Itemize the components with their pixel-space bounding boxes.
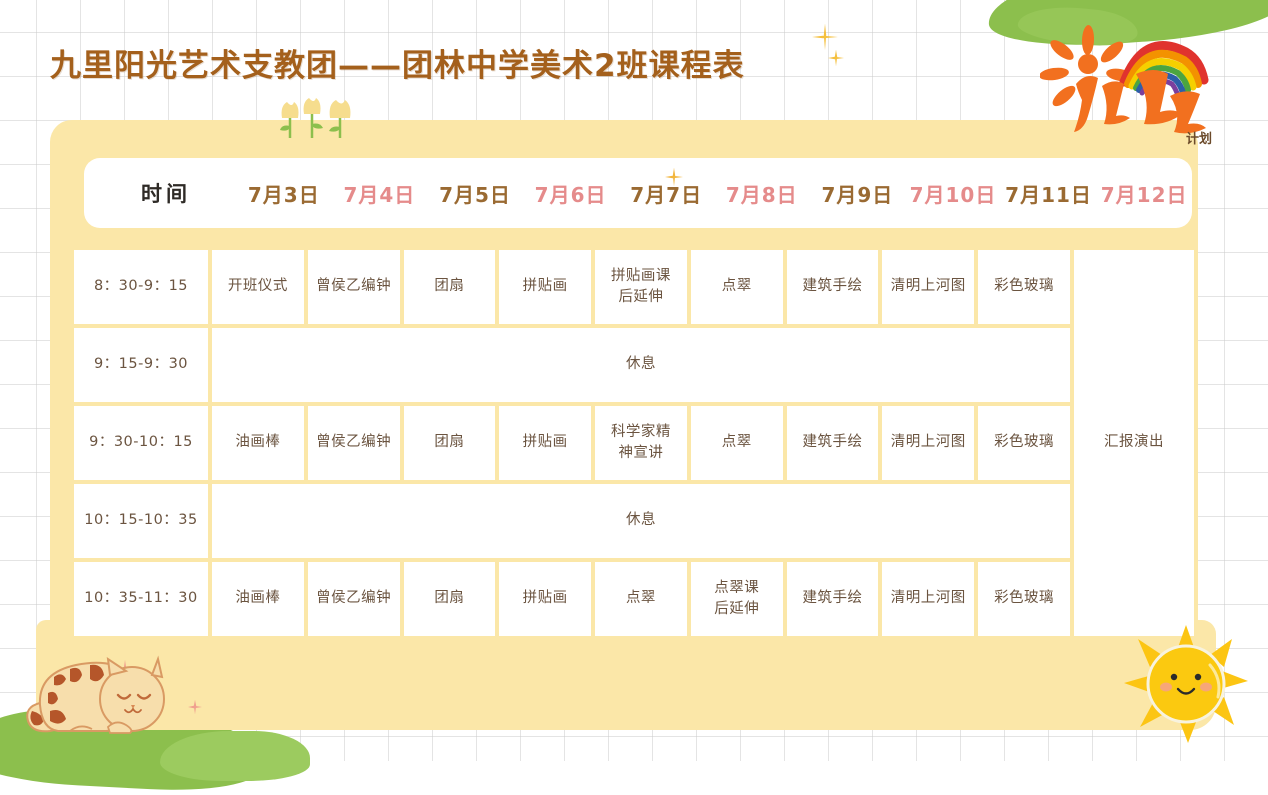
schedule-cell: 清明上河图 bbox=[882, 406, 975, 480]
logo-text-calligraphy bbox=[1074, 70, 1206, 134]
schedule-cell: 清明上河图 bbox=[882, 250, 975, 324]
row-time-label: 8：30-9：15 bbox=[74, 250, 208, 324]
schedule-header-row: 时间 7月3日 7月4日 7月5日 7月6日 7月7日 7月8日 7月9日 7月… bbox=[84, 158, 1192, 228]
schedule-cell: 曾侯乙编钟 bbox=[307, 250, 400, 324]
schedule-cell: 点翠课 后延伸 bbox=[690, 562, 783, 636]
schedule-cell-highlighted: 科学家精 神宣讲 bbox=[595, 406, 687, 480]
schedule-cell: 彩色玻璃 bbox=[978, 562, 1070, 636]
row-time-label: 10：35-11：30 bbox=[74, 562, 208, 636]
schedule-cell: 油画棒 bbox=[212, 406, 304, 480]
schedule-table: 8：30-9：15 开班仪式 曾侯乙编钟 团扇 拼贴画 拼贴画课 后延伸 点翠 建… bbox=[70, 246, 1198, 640]
schedule-cell: 曾侯乙编钟 bbox=[307, 562, 400, 636]
smiling-sun-icon bbox=[1124, 625, 1248, 743]
row-time-label: 9：30-10：15 bbox=[74, 406, 208, 480]
row-time-label: 9：15-9：30 bbox=[74, 328, 208, 402]
schedule-cell: 建筑手绘 bbox=[786, 250, 879, 324]
schedule-cell: 点翠 bbox=[690, 250, 783, 324]
header-date-3: 7月6日 bbox=[534, 182, 607, 207]
header-date-9: 7月12日 bbox=[1100, 182, 1188, 207]
header-time-label: 时间 bbox=[141, 182, 191, 206]
schedule-cell: 拼贴画 bbox=[499, 562, 592, 636]
header-date-4: 7月7日 bbox=[630, 182, 703, 207]
schedule-cell: 团扇 bbox=[403, 250, 496, 324]
table-row-break: 10：15-10：35 休息 bbox=[74, 484, 1194, 558]
header-date-0: 7月3日 bbox=[247, 182, 320, 207]
schedule-cell: 彩色玻璃 bbox=[978, 250, 1070, 324]
break-label: 休息 bbox=[212, 328, 1070, 402]
schedule-cell: 建筑手绘 bbox=[786, 406, 879, 480]
table-row-break: 9：15-9：30 休息 bbox=[74, 328, 1194, 402]
schedule-cell: 团扇 bbox=[403, 406, 496, 480]
table-row: 9：30-10：15 油画棒 曾侯乙编钟 团扇 拼贴画 科学家精 神宣讲 点翠 建… bbox=[74, 406, 1194, 480]
schedule-cell: 建筑手绘 bbox=[786, 562, 879, 636]
header-date-8: 7月11日 bbox=[1005, 182, 1092, 207]
table-row: 10：35-11：30 油画棒 曾侯乙编钟 团扇 拼贴画 点翠 点翠课 后延伸 建… bbox=[74, 562, 1194, 636]
schedule-cell: 彩色玻璃 bbox=[978, 406, 1070, 480]
header-date-1: 7月4日 bbox=[343, 182, 416, 207]
schedule-cell: 拼贴画 bbox=[499, 406, 592, 480]
schedule-cell: 拼贴画 bbox=[499, 250, 592, 324]
organization-logo: 计划 bbox=[1040, 25, 1212, 147]
schedule-cell: 开班仪式 bbox=[212, 250, 304, 324]
break-label: 休息 bbox=[212, 484, 1070, 558]
table-row: 8：30-9：15 开班仪式 曾侯乙编钟 团扇 拼贴画 拼贴画课 后延伸 点翠 建… bbox=[74, 250, 1194, 636]
schedule-cell: 点翠 bbox=[595, 562, 687, 636]
tulip-flowers-icon bbox=[280, 98, 351, 138]
header-date-5: 7月8日 bbox=[725, 182, 798, 207]
schedule-cell: 点翠 bbox=[690, 406, 783, 480]
row-time-label: 10：15-10：35 bbox=[74, 484, 208, 558]
schedule-cell: 清明上河图 bbox=[882, 562, 975, 636]
header-date-7: 7月10日 bbox=[909, 182, 997, 207]
schedule-cell: 曾侯乙编钟 bbox=[307, 406, 400, 480]
schedule-cell: 拼贴画课 后延伸 bbox=[595, 250, 687, 324]
header-date-2: 7月5日 bbox=[439, 182, 511, 207]
final-performance-cell: 汇报演出 bbox=[1074, 250, 1194, 636]
sleeping-cat-icon bbox=[26, 655, 165, 734]
schedule-cell: 团扇 bbox=[403, 562, 496, 636]
logo-subtitle: 计划 bbox=[1186, 131, 1212, 147]
header-date-6: 7月9日 bbox=[821, 182, 894, 207]
schedule-cell: 油画棒 bbox=[212, 562, 304, 636]
page-title: 九里阳光艺术支教团——团林中学美术2班课程表 bbox=[50, 48, 745, 84]
